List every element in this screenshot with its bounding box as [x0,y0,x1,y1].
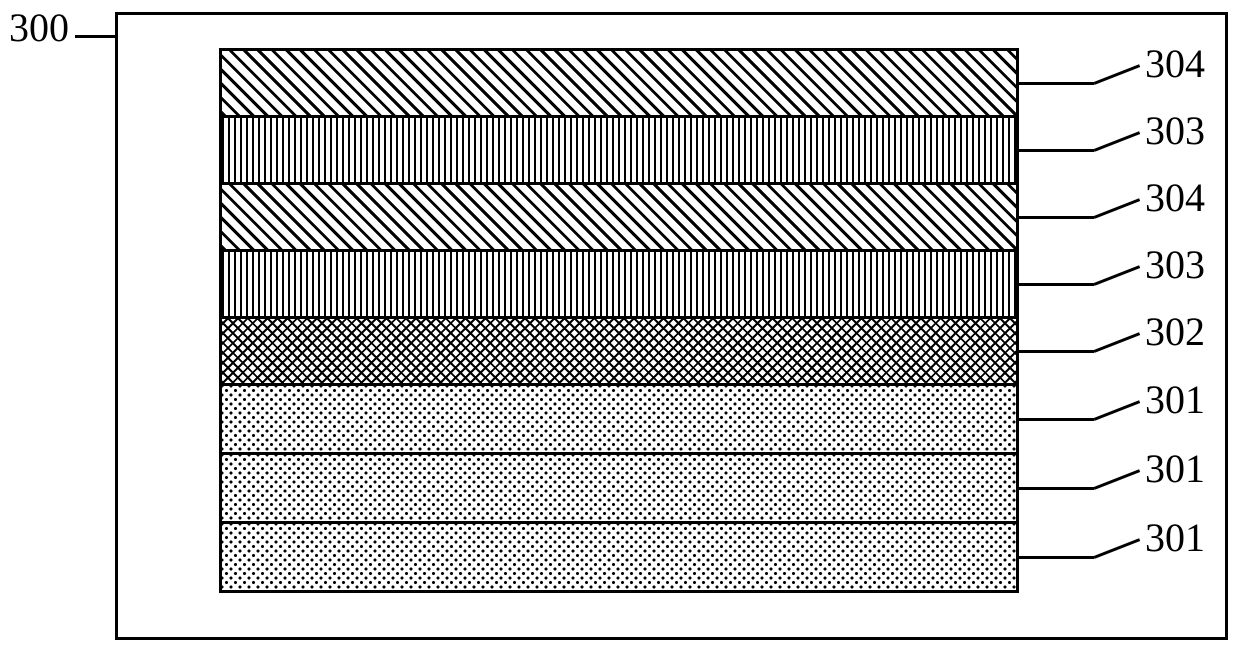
layer-fill-vertical [222,118,1016,182]
layer-label: 301 [1145,376,1205,423]
layer-L6 [219,452,1019,524]
label-leader [1019,487,1094,490]
layer-L4 [219,316,1019,386]
layer-L7 [219,521,1019,593]
layer-label: 303 [1145,241,1205,288]
label-leader [1019,149,1094,152]
layer-fill-diagonal [222,185,1016,249]
layer-label: 301 [1145,445,1205,492]
layer-L3 [219,249,1019,319]
layer-fill-cross [222,319,1016,383]
layer-label: 301 [1145,514,1205,561]
layer-fill-dots [222,386,1016,452]
layer-fill-dots [222,455,1016,521]
label-leader [1019,418,1094,421]
assembly-label: 300 [9,4,69,51]
layer-fill-dots [222,524,1016,590]
label-leader [1019,82,1094,85]
label-leader [1019,556,1094,559]
layer-fill-vertical [222,252,1016,316]
diagram-canvas: 300 304 303 304 303 302 301 301 301 [0,0,1240,648]
layer-label: 304 [1145,174,1205,221]
layer-label: 302 [1145,308,1205,355]
layer-L1 [219,115,1019,185]
assembly-label-leader [75,35,117,38]
layer-label: 303 [1145,107,1205,154]
label-leader [1019,216,1094,219]
label-leader [1019,350,1094,353]
layer-label: 304 [1145,40,1205,87]
layer-stack [219,48,1019,593]
layer-fill-diagonal [222,51,1016,115]
layer-L0 [219,48,1019,118]
layer-L2 [219,182,1019,252]
layer-L5 [219,383,1019,455]
label-leader [1019,283,1094,286]
